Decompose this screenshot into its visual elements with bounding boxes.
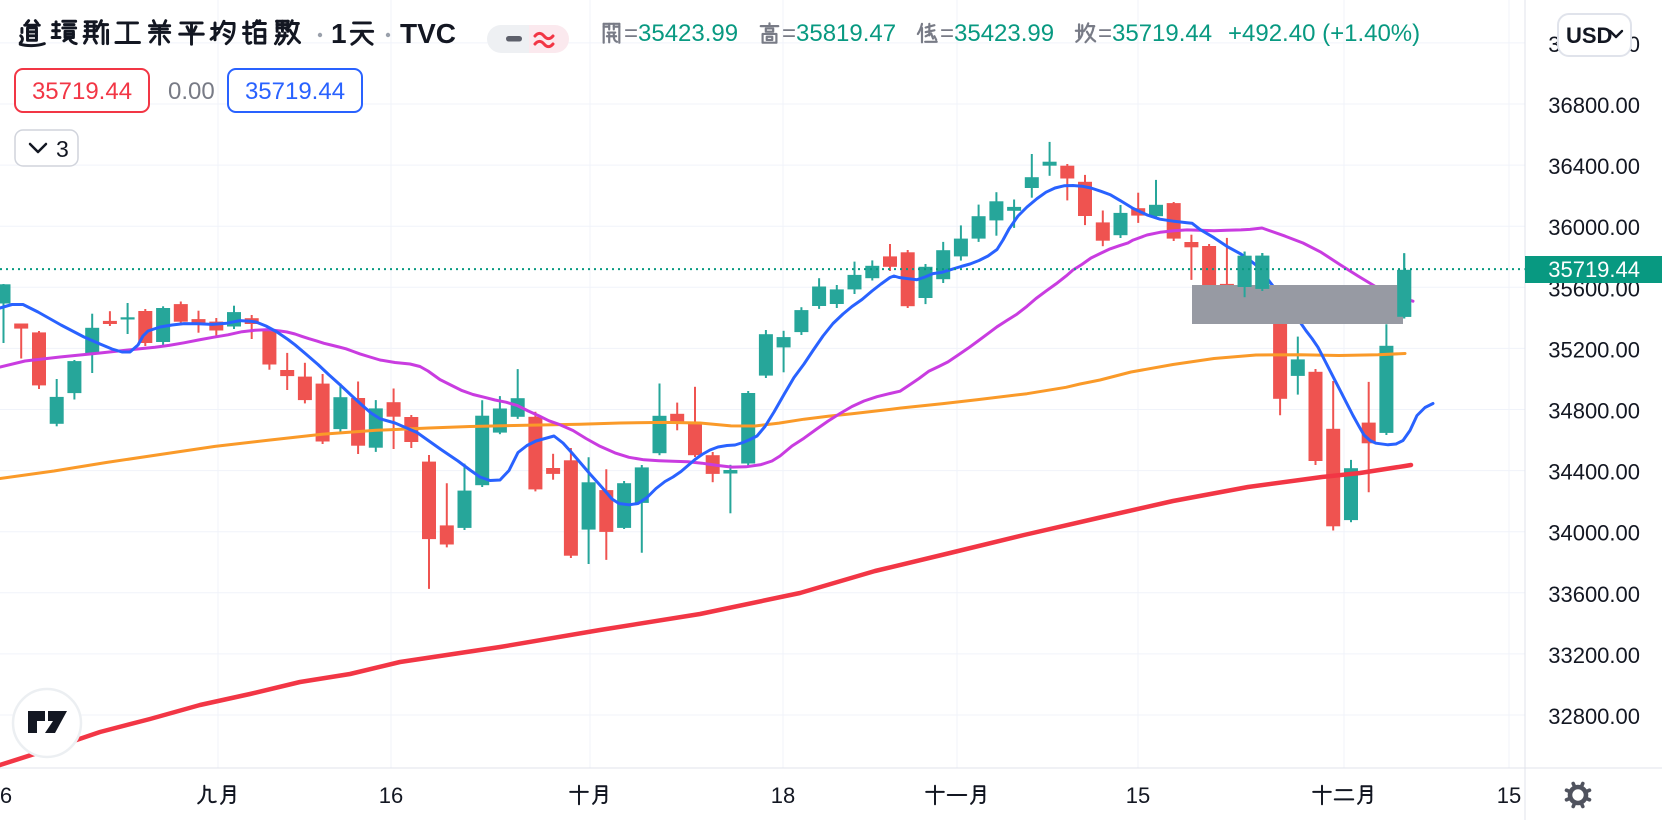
svg-text:15: 15: [1126, 783, 1150, 808]
svg-text:6: 6: [0, 783, 12, 808]
svg-text:0.00: 0.00: [168, 78, 215, 105]
svg-text:35719.44: 35719.44: [1548, 257, 1640, 282]
svg-text:=: =: [940, 20, 954, 47]
svg-text:18: 18: [771, 783, 795, 808]
svg-text:33200.00: 33200.00: [1548, 643, 1640, 668]
svg-text:36400.00: 36400.00: [1548, 154, 1640, 179]
svg-text:=: =: [782, 20, 796, 47]
svg-text:34400.00: 34400.00: [1548, 460, 1640, 485]
svg-text:=: =: [624, 20, 638, 47]
svg-text:3: 3: [56, 136, 69, 162]
svg-text:35819.47: 35819.47: [796, 20, 896, 47]
svg-text:34800.00: 34800.00: [1548, 399, 1640, 424]
svg-text:36000.00: 36000.00: [1548, 215, 1640, 240]
svg-text:35719.44: 35719.44: [245, 78, 345, 105]
svg-text:15: 15: [1497, 783, 1521, 808]
svg-text:34000.00: 34000.00: [1548, 521, 1640, 546]
svg-text:35423.99: 35423.99: [954, 20, 1054, 47]
svg-text:1: 1: [331, 18, 347, 49]
svg-text:35719.44: 35719.44: [32, 78, 132, 105]
svg-text:USD: USD: [1566, 23, 1612, 48]
svg-text:35423.99: 35423.99: [638, 20, 738, 47]
svg-text:36800.00: 36800.00: [1548, 93, 1640, 118]
svg-text:35200.00: 35200.00: [1548, 337, 1640, 362]
svg-text:35719.44: 35719.44: [1112, 20, 1212, 47]
svg-text:32800.00: 32800.00: [1548, 704, 1640, 729]
svg-text:33600.00: 33600.00: [1548, 582, 1640, 607]
svg-text:+492.40 (+1.40%): +492.40 (+1.40%): [1228, 20, 1420, 47]
svg-text:=: =: [1098, 20, 1112, 47]
svg-text:TVC: TVC: [400, 18, 456, 49]
svg-text:16: 16: [379, 783, 403, 808]
